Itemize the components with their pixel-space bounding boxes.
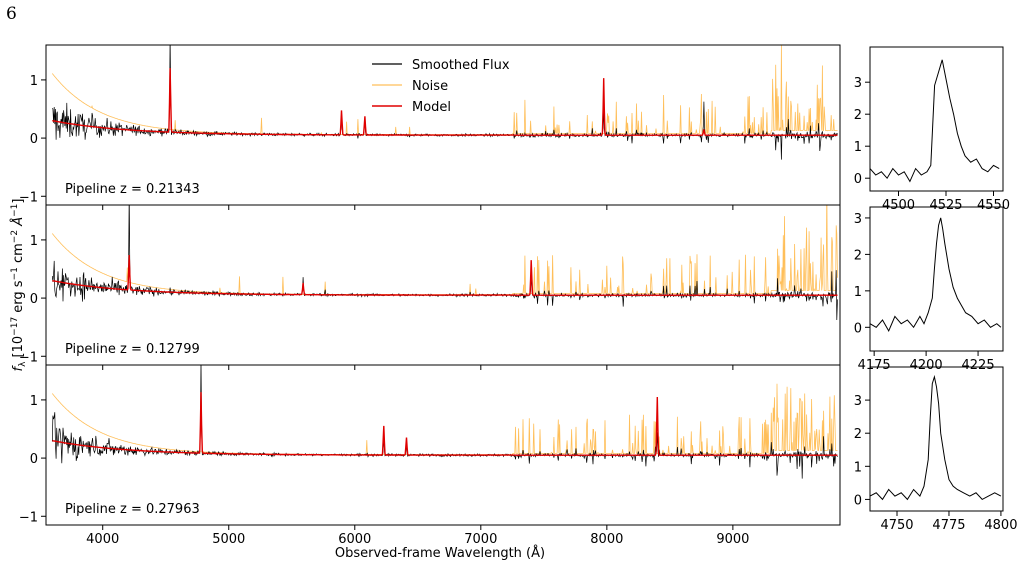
inset-x-tick-label: 4200 — [910, 358, 943, 373]
y-tick-label: 1 — [30, 74, 38, 89]
spectrum-panel-2: −1 0 1 Pipeline z = 0.12799 — [19, 204, 841, 370]
inset-y-tick-label: 3 — [854, 76, 862, 91]
inset-y-tick-label: 1 — [854, 460, 862, 475]
main-panels: −1 0 1 Pipeline z = 0.21343 −1 0 1 Pipeline z =… — [19, 44, 841, 547]
panel-frame — [45, 204, 841, 366]
inset-y-tick-label: 2 — [854, 108, 862, 123]
inset-panels: 0 1 2 3 4500 4525 4550 0 1 2 3 4175 4200 4225 0 1 2 3 4750… — [854, 46, 1017, 533]
inset-flux-line — [869, 374, 1002, 501]
inset-x-tick-label: 4225 — [962, 358, 995, 373]
noise-series-line — [51, 383, 838, 455]
model-series-line — [52, 392, 838, 456]
inset-y-tick-label: 0 — [854, 493, 862, 508]
inset-flux-line — [869, 217, 1002, 333]
plot-area — [51, 365, 838, 479]
inset-y-tick-label: 3 — [854, 212, 862, 227]
inset-frame — [869, 46, 1004, 192]
inset-y-tick-label: 0 — [854, 321, 862, 336]
line-zoom-inset-3: 0 1 2 3 4750 4775 4800 — [854, 366, 1017, 533]
panel-frame — [45, 364, 841, 526]
page-number: 6 — [6, 4, 17, 24]
inset-x-tick-label: 4775 — [932, 518, 965, 533]
legend-entry-model: Model — [412, 100, 451, 115]
y-tick-label: 0 — [30, 132, 38, 147]
plot-area — [51, 45, 838, 160]
y-axis-label: fλ [10−17 erg s−1 cm−2 Å−1] — [10, 199, 28, 372]
inset-y-tick-label: 2 — [854, 248, 862, 263]
y-tick-label: 0 — [30, 452, 38, 467]
smoothed-flux-series-line — [51, 205, 838, 321]
model-series-line — [52, 254, 838, 296]
pipeline-redshift-label: Pipeline z = 0.27963 — [65, 502, 200, 517]
smoothed-flux-series-line — [51, 365, 838, 479]
pipeline-redshift-label: Pipeline z = 0.12799 — [65, 342, 200, 357]
inset-x-tick-label: 4800 — [984, 518, 1017, 533]
inset-x-tick-label: 4750 — [880, 518, 913, 533]
legend: Smoothed Flux Noise Model — [372, 58, 510, 115]
inset-frame — [869, 366, 1004, 512]
x-tick-label: 8000 — [590, 532, 623, 547]
x-tick-label: 5000 — [212, 532, 245, 547]
x-tick-label: 9000 — [716, 532, 749, 547]
inset-y-tick-label: 1 — [854, 285, 862, 300]
y-tick-label: −1 — [19, 510, 38, 525]
model-series-line — [52, 68, 838, 136]
x-tick-label: 4000 — [86, 532, 119, 547]
y-tick-label: 1 — [30, 234, 38, 249]
inset-x-tick-label: 4525 — [929, 198, 962, 213]
inset-x-tick-label: 4500 — [882, 198, 915, 213]
legend-entry-flux: Smoothed Flux — [412, 58, 510, 73]
inset-y-tick-label: 2 — [854, 427, 862, 442]
y-tick-label: −1 — [19, 190, 38, 205]
line-zoom-inset-2: 0 1 2 3 4175 4200 4225 — [854, 206, 1004, 373]
pipeline-redshift-label: Pipeline z = 0.21343 — [65, 182, 200, 197]
inset-y-tick-label: 1 — [854, 140, 862, 155]
x-tick-label: 6000 — [338, 532, 371, 547]
y-tick-label: 1 — [30, 394, 38, 409]
noise-series-line — [51, 205, 838, 295]
inset-y-tick-label: 0 — [854, 172, 862, 187]
plot-area — [51, 205, 838, 321]
inset-frame — [869, 206, 1004, 352]
inset-flux-line — [869, 59, 1000, 183]
inset-y-tick-label: 3 — [854, 394, 862, 409]
legend-entry-noise: Noise — [412, 79, 448, 94]
y-tick-label: −1 — [19, 350, 38, 365]
y-tick-label: 0 — [30, 292, 38, 307]
x-axis-label: Observed-frame Wavelength (Å) — [335, 545, 545, 561]
inset-x-tick-label: 4175 — [858, 358, 891, 373]
line-zoom-inset-1: 0 1 2 3 4500 4525 4550 — [854, 46, 1010, 213]
spectrum-panel-3: −1 0 1 4000 5000 6000 7000 8000 9000 Pipeline z =… — [19, 364, 841, 547]
x-tick-label: 7000 — [464, 532, 497, 547]
inset-x-tick-label: 4550 — [977, 198, 1010, 213]
